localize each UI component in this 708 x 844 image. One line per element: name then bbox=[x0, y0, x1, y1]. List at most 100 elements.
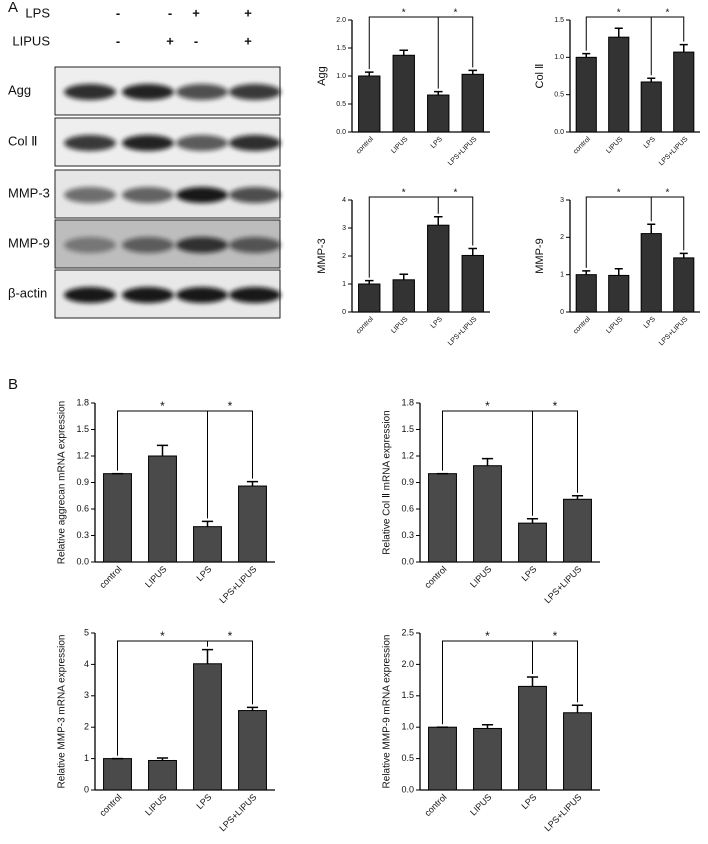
error-bar bbox=[481, 457, 494, 466]
error-bar bbox=[582, 270, 591, 275]
error-bar bbox=[526, 517, 539, 524]
significance-star: * bbox=[160, 399, 165, 413]
bar bbox=[563, 712, 592, 791]
y-tick-label: 0.5 bbox=[554, 92, 564, 99]
y-tick-label: 1.5 bbox=[401, 424, 414, 434]
x-tick-label: LIPUS bbox=[605, 136, 624, 155]
y-tick-label: 0 bbox=[342, 309, 346, 316]
y-tick-label: 3 bbox=[84, 690, 89, 700]
significance-star: * bbox=[553, 399, 558, 413]
y-tick-label: 0.6 bbox=[76, 503, 89, 513]
bar bbox=[673, 51, 695, 133]
y-tick-label: 0.9 bbox=[401, 477, 414, 487]
x-tick-label: LIPUS bbox=[390, 136, 409, 155]
significance-bracket bbox=[368, 196, 474, 278]
bar bbox=[575, 56, 597, 133]
error-bar bbox=[399, 273, 409, 280]
y-tick-label: 1.2 bbox=[76, 450, 89, 460]
error-bar bbox=[582, 52, 591, 58]
x-tick-label: LIPUS bbox=[390, 316, 409, 335]
treatment-sign: - bbox=[194, 33, 198, 48]
y-tick-label: 2.0 bbox=[401, 659, 414, 669]
x-tick-label: LIPUS bbox=[143, 564, 168, 589]
bar bbox=[358, 283, 381, 313]
bar bbox=[640, 233, 662, 313]
bar bbox=[193, 663, 222, 791]
significance-star: * bbox=[666, 8, 670, 19]
significance-bracket bbox=[117, 640, 253, 756]
y-axis-title: Relative Col Ⅱ mRNA expression bbox=[382, 410, 393, 554]
bar bbox=[427, 224, 450, 313]
treatment-sign: - bbox=[116, 5, 120, 20]
bar bbox=[428, 473, 457, 563]
significance-bracket bbox=[117, 410, 253, 519]
x-tick-label: control bbox=[422, 564, 448, 590]
bar bbox=[103, 473, 132, 563]
y-tick-label: 0 bbox=[560, 309, 564, 316]
significance-star: * bbox=[228, 629, 233, 643]
bar bbox=[473, 727, 502, 791]
y-tick-label: 1.8 bbox=[76, 397, 89, 407]
bar bbox=[563, 498, 592, 563]
blot-band bbox=[64, 287, 116, 303]
x-tick-label: LPS bbox=[194, 564, 213, 583]
bar bbox=[148, 759, 177, 791]
y-tick-label: 2.0 bbox=[336, 17, 346, 24]
y-axis-title: Relative MMP-9 mRNA expression bbox=[382, 635, 393, 789]
blot-row-label: Agg bbox=[8, 82, 31, 97]
y-tick-label: 2 bbox=[84, 722, 89, 732]
x-tick-label: LPS bbox=[643, 316, 658, 331]
x-tick-label: control bbox=[355, 135, 375, 155]
error-bar bbox=[571, 495, 584, 500]
x-tick-label: LPS bbox=[643, 136, 658, 151]
y-axis-title: MMP-3 bbox=[316, 238, 328, 273]
significance-bracket bbox=[585, 16, 685, 76]
x-tick-label: control bbox=[355, 315, 375, 335]
y-tick-label: 2 bbox=[342, 253, 346, 260]
error-bar bbox=[481, 723, 494, 729]
y-tick-label: 1.5 bbox=[336, 45, 346, 52]
x-tick-label: control bbox=[97, 792, 123, 818]
error-bar bbox=[468, 247, 478, 256]
error-bar bbox=[526, 676, 539, 687]
blot-row-label: MMP-9 bbox=[8, 235, 50, 250]
treatment-sign: + bbox=[244, 33, 252, 48]
y-tick-label: 0.0 bbox=[336, 129, 346, 136]
x-tick-label: control bbox=[572, 135, 592, 155]
y-tick-label: 2.5 bbox=[401, 627, 414, 637]
significance-star: * bbox=[160, 629, 165, 643]
error-bar bbox=[364, 71, 374, 76]
bar bbox=[103, 758, 132, 791]
significance-bracket bbox=[585, 196, 685, 268]
treatment-sign: - bbox=[116, 33, 120, 48]
x-tick-label: LPS bbox=[430, 136, 445, 151]
x-tick-label: LIPUS bbox=[468, 564, 493, 589]
error-bar bbox=[647, 223, 656, 234]
blot-band bbox=[122, 287, 174, 303]
y-tick-label: 4 bbox=[84, 659, 89, 669]
treatment-sign: - bbox=[168, 5, 172, 20]
bar bbox=[193, 526, 222, 563]
blot-row-label: β-actin bbox=[8, 285, 47, 300]
y-tick-label: 0.5 bbox=[401, 753, 414, 763]
bar bbox=[427, 94, 450, 133]
y-tick-label: 1.2 bbox=[401, 450, 414, 460]
bar bbox=[608, 36, 630, 133]
y-tick-label: 1 bbox=[342, 281, 346, 288]
significance-bracket bbox=[442, 410, 578, 516]
error-bar bbox=[201, 648, 214, 664]
x-tick-label: LPS+LIPUS bbox=[447, 136, 479, 168]
blot-band bbox=[176, 187, 228, 203]
bar bbox=[238, 485, 267, 563]
y-tick-label: 5 bbox=[84, 627, 89, 637]
bar bbox=[148, 455, 177, 563]
blot-band bbox=[64, 237, 116, 253]
treatment-sign: + bbox=[192, 5, 200, 20]
error-bar bbox=[246, 480, 259, 487]
y-axis-title: MMP-9 bbox=[534, 238, 546, 273]
error-bar bbox=[571, 704, 584, 713]
x-tick-label: LIPUS bbox=[605, 316, 624, 335]
error-bar bbox=[156, 757, 169, 761]
blot-band bbox=[176, 84, 228, 100]
significance-star: * bbox=[485, 399, 490, 413]
